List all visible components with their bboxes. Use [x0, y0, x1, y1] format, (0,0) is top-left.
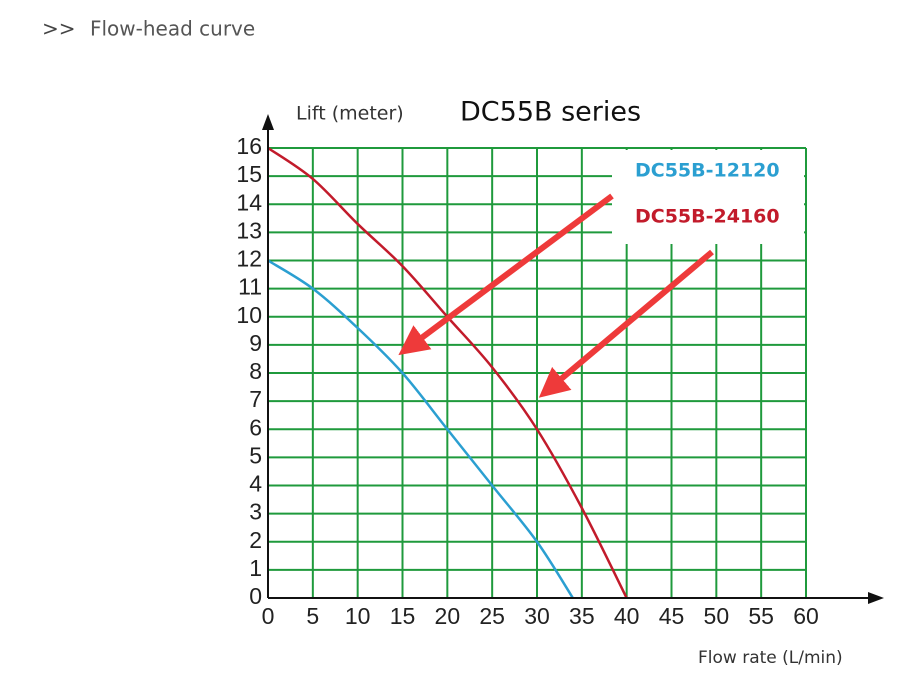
y-tick-label: 11: [238, 274, 262, 300]
header-icon: >>: [42, 17, 76, 41]
y-tick-label: 8: [249, 358, 262, 384]
x-axis-label: Flow rate (L/min): [698, 648, 843, 668]
header-title: Flow-head curve: [90, 17, 255, 41]
y-tick-label: 10: [236, 302, 262, 328]
x-tick-label: 10: [345, 603, 371, 629]
y-tick-label: 5: [249, 442, 262, 468]
x-tick-label: 35: [569, 603, 595, 629]
y-tick-label: 15: [236, 161, 262, 187]
annotation-arrow: [538, 249, 714, 398]
chart-title: DC55B series: [460, 97, 641, 128]
y-tick-label: 12: [236, 246, 262, 272]
x-tick-label: 30: [524, 603, 550, 629]
annotation-arrow: [398, 193, 614, 356]
series-line: [267, 259, 574, 599]
y-tick-label: 13: [236, 217, 262, 243]
x-tick-label: 15: [390, 603, 416, 629]
y-tick-label: 1: [249, 555, 262, 581]
x-tick-label: 0: [262, 603, 275, 629]
y-axis-label: Lift (meter): [296, 103, 404, 125]
x-tick-label: 50: [704, 603, 730, 629]
x-tick-label: 40: [614, 603, 640, 629]
x-tick-label: 45: [659, 603, 685, 629]
x-tick-label: 60: [793, 603, 819, 629]
legend-label: DC55B-24160: [635, 206, 780, 228]
series-line: [267, 146, 628, 599]
y-tick-label: 0: [249, 583, 262, 609]
y-tick-label: 14: [236, 189, 262, 215]
y-axis-arrow: [262, 114, 274, 130]
y-tick-label: 16: [236, 133, 262, 159]
legend-box: [612, 150, 804, 244]
y-tick-label: 2: [249, 527, 262, 553]
y-tick-label: 6: [249, 414, 262, 440]
y-tick-label: 3: [249, 499, 262, 525]
x-tick-label: 20: [435, 603, 461, 629]
y-tick-label: 7: [249, 386, 262, 412]
y-tick-label: 9: [249, 330, 262, 356]
x-axis-arrow: [868, 592, 884, 604]
x-tick-label: 55: [748, 603, 774, 629]
y-tick-label: 4: [249, 471, 262, 497]
x-tick-label: 25: [479, 603, 505, 629]
x-tick-label: 5: [306, 603, 319, 629]
legend-label: DC55B-12120: [635, 160, 780, 182]
